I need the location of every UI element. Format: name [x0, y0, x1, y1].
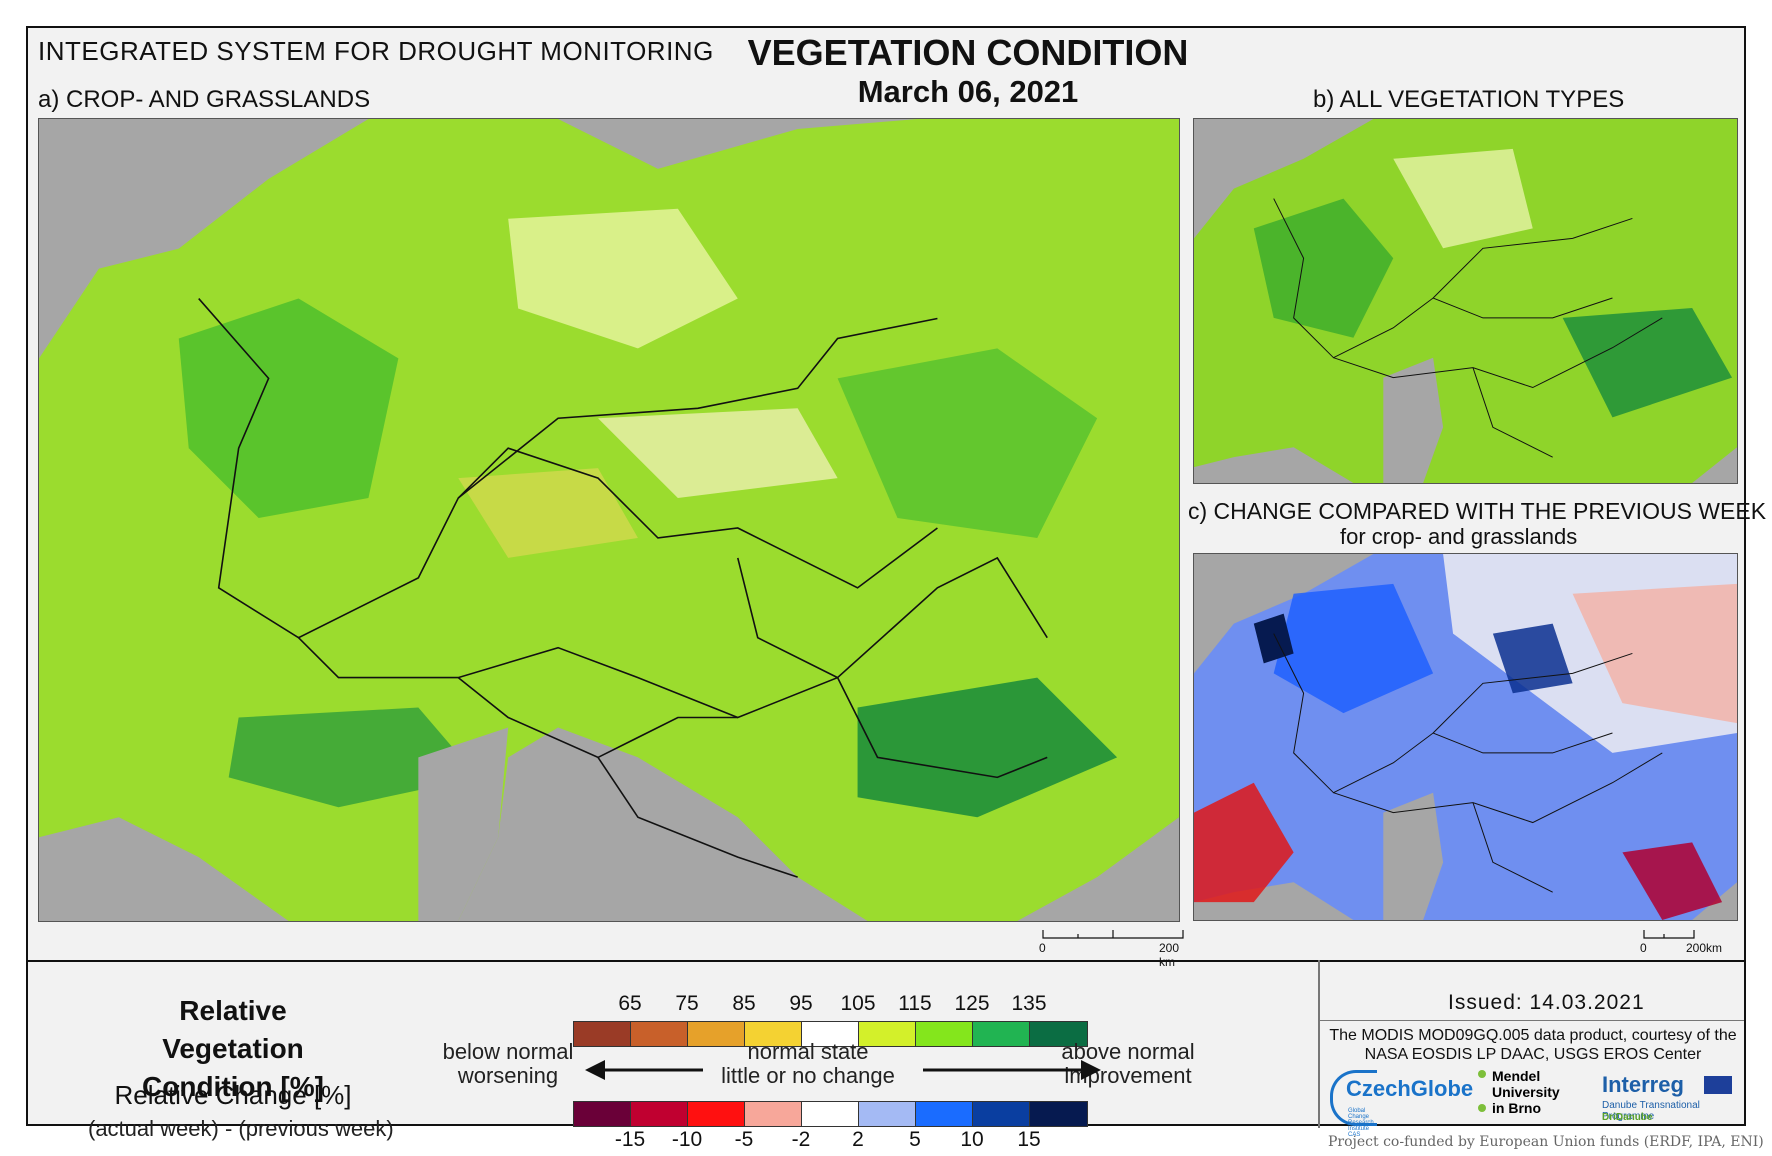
date-label: March 06, 2021	[857, 74, 1079, 109]
normal-state-label: normal state little or no change	[708, 1040, 908, 1088]
legend-tick-label: -2	[791, 1128, 811, 1151]
normal-state-text: normal state	[747, 1039, 869, 1064]
panel-c-sublabel: for crop- and grasslands	[1340, 524, 1578, 549]
legend-tick-label: 135	[1011, 992, 1047, 1015]
change-swatch	[916, 1102, 973, 1126]
condition-swatch	[688, 1022, 745, 1046]
funding-note: Project co-funded by European Union fund…	[1328, 1134, 1764, 1150]
change-swatch	[631, 1102, 688, 1126]
change-swatch	[745, 1102, 802, 1126]
below-normal-text: below normal	[442, 1039, 574, 1064]
condition-swatch	[973, 1022, 1030, 1046]
change-swatch	[1030, 1102, 1087, 1126]
change-swatch	[802, 1102, 859, 1126]
condition-swatch	[745, 1022, 802, 1046]
condition-swatch	[802, 1022, 859, 1046]
above-normal-text: above normal	[1061, 1039, 1195, 1064]
legend-tick-label: -15	[614, 1128, 646, 1151]
panel-b-label: b) ALL VEGETATION TYPES	[1313, 86, 1625, 113]
scale-c-km: 200km	[1686, 941, 1723, 955]
scale-bar-c: 0 200km	[1640, 928, 1740, 958]
issued-date: Issued: 14.03.2021	[1448, 991, 1645, 1014]
legend-tick-label: 125	[954, 992, 990, 1015]
rvc-title: Relative Vegetation Condition [%]	[142, 995, 324, 1102]
arrow-right-icon	[1081, 1060, 1101, 1080]
change-swatch	[688, 1102, 745, 1126]
legend-bar-condition	[573, 1021, 1088, 1047]
system-title: INTEGRATED SYSTEM FOR DROUGHT MONITORING	[38, 36, 714, 66]
change-swatch	[859, 1102, 916, 1126]
condition-swatch	[916, 1022, 973, 1046]
main-title: VEGETATION CONDITION	[747, 32, 1189, 73]
scale-c-zero: 0	[1640, 941, 1647, 955]
map-crop-grasslands	[38, 118, 1180, 922]
scale-bar-a: 0 200 km	[1033, 928, 1193, 969]
legend-tick-label: 75	[675, 992, 699, 1015]
legend-tick-label: 2	[852, 1128, 864, 1151]
issued-divider	[1320, 1020, 1744, 1021]
condition-swatch	[859, 1022, 916, 1046]
condition-swatch	[574, 1022, 631, 1046]
panel-a-label: a) CROP- AND GRASSLANDS	[38, 86, 371, 113]
worsening-text: worsening	[457, 1063, 559, 1088]
legend-divider	[1318, 960, 1320, 1128]
below-normal-label: below normal worsening	[438, 1040, 578, 1088]
legend-tick-label: -5	[734, 1128, 754, 1151]
legend-tick-label: 10	[960, 1128, 984, 1151]
little-change-text: little or no change	[721, 1063, 895, 1088]
legend-tick-label: 105	[840, 992, 876, 1015]
rc-subtitle: (actual week) - (previous week)	[88, 1116, 394, 1141]
condition-swatch	[1030, 1022, 1087, 1046]
rc-title: Relative Change [%]	[114, 1080, 352, 1110]
scale-a-zero: 0	[1039, 941, 1046, 955]
change-swatch	[973, 1102, 1030, 1126]
map-weekly-change	[1193, 553, 1738, 921]
courtesy-text: The MODIS MOD09GQ.005 data product, cour…	[1329, 1027, 1737, 1063]
legend-tick-label: 65	[618, 992, 642, 1015]
above-normal-label: above normal improvement	[1058, 1040, 1198, 1088]
legend-tick-label: 85	[732, 992, 756, 1015]
legend-arrows	[585, 1060, 1101, 1080]
scale-a-km: 200 km	[1159, 941, 1180, 969]
legend-tick-label: 5	[909, 1128, 921, 1151]
condition-swatch	[631, 1022, 688, 1046]
eu-flag-icon	[1704, 1076, 1732, 1094]
panel-c-label: c) CHANGE COMPARED WITH THE PREVIOUS WEE…	[1188, 498, 1767, 524]
legend-area	[28, 960, 1744, 1128]
legend-tick-label: -10	[671, 1128, 703, 1151]
legend-tick-label: 115	[898, 992, 932, 1015]
legend-tick-label: 95	[789, 992, 813, 1015]
legend-tick-label: 15	[1017, 1128, 1041, 1151]
change-swatch	[574, 1102, 631, 1126]
legend-bar-change	[573, 1101, 1088, 1127]
arrow-left-icon	[585, 1060, 605, 1080]
map-all-vegetation	[1193, 118, 1738, 484]
figure-frame: INTEGRATED SYSTEM FOR DROUGHT MONITORING…	[26, 26, 1766, 1151]
